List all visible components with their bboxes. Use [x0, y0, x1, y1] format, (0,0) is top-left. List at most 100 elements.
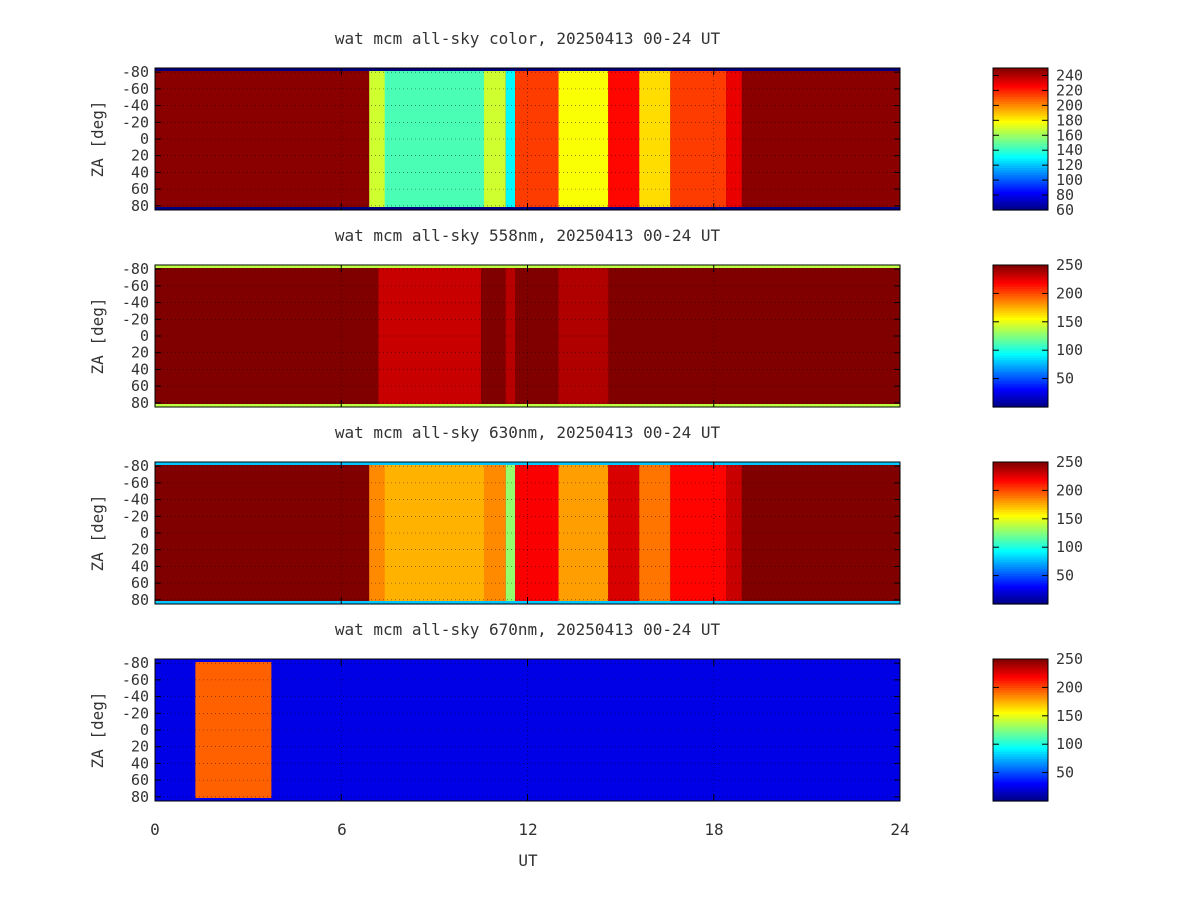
colorbar-segment [993, 362, 1048, 365]
colorbar-segment [993, 466, 1048, 470]
colorbar-segment [993, 286, 1048, 290]
colorbar-segment [993, 580, 1048, 584]
colorbar-segment [993, 682, 1048, 686]
colorbar-segment [993, 696, 1048, 700]
colorbar-segment [993, 380, 1048, 384]
colorbar-segment [993, 521, 1048, 525]
colorbar-segment [993, 559, 1048, 562]
colorbar-segment [993, 737, 1048, 741]
colorbar-segment [993, 77, 1048, 81]
colorbar-segment [993, 730, 1048, 733]
colorbar-segment [993, 207, 1048, 211]
colorbar-segment [993, 127, 1048, 131]
heatmap-cell [505, 268, 516, 404]
y-tick-label: -80 [122, 260, 149, 278]
colorbar-segment [993, 490, 1048, 494]
heatmap-cell [726, 465, 742, 601]
y-axis-label: ZA [deg] [88, 100, 107, 177]
colorbar-segment [993, 378, 1048, 382]
colorbar-tick-label: 160 [1056, 126, 1083, 144]
colorbar-segment [993, 601, 1048, 605]
colorbar-segment [993, 568, 1048, 572]
colorbar-segment [993, 139, 1048, 142]
colorbar-tick-label: 250 [1056, 453, 1083, 471]
colorbar-segment [993, 331, 1048, 335]
y-tick-label: 40 [131, 360, 149, 378]
y-tick-label: -60 [122, 671, 149, 689]
heatmap-cell [670, 465, 727, 601]
colorbar-segment [993, 141, 1048, 145]
colorbar-segment [993, 592, 1048, 596]
colorbar-segment [993, 371, 1048, 375]
colorbar-segment [993, 753, 1048, 757]
panel-title: wat mcm all-sky 558nm, 20250413 00-24 UT [335, 226, 721, 245]
colorbar-segment [993, 345, 1048, 349]
colorbar-segment [993, 779, 1048, 783]
y-axis-label: ZA [deg] [88, 297, 107, 374]
y-tick-label: 80 [131, 394, 149, 412]
colorbar-segment [993, 75, 1048, 79]
colorbar-segment [993, 298, 1048, 302]
x-tick-label: 6 [337, 820, 347, 839]
y-tick-label: -80 [122, 654, 149, 672]
colorbar-segment [993, 98, 1048, 102]
colorbar-segment [993, 131, 1048, 135]
colorbar-segment [993, 317, 1048, 321]
colorbar-segment [993, 599, 1048, 603]
colorbar-segment [993, 748, 1048, 752]
colorbar-segment [993, 110, 1048, 114]
colorbar-segment [993, 718, 1048, 722]
colorbar-segment [993, 499, 1048, 503]
colorbar-segment [993, 746, 1048, 750]
colorbar-segment [993, 364, 1048, 368]
y-tick-label: 40 [131, 163, 149, 181]
colorbar-segment [993, 485, 1048, 489]
colorbar-segment [993, 763, 1048, 767]
colorbar-segment [993, 326, 1048, 330]
colorbar-tick-label: 50 [1056, 370, 1074, 388]
y-tick-label: 0 [140, 721, 149, 739]
colorbar-segment [993, 585, 1048, 589]
colorbar-segment [993, 744, 1048, 748]
colorbar-segment [993, 516, 1048, 520]
colorbar-segment [993, 307, 1048, 311]
colorbar-segment [993, 103, 1048, 107]
colorbar-segment [993, 596, 1048, 600]
y-axis-label: ZA [deg] [88, 691, 107, 768]
colorbar-segment [993, 176, 1048, 180]
colorbar-tick-label: 100 [1056, 341, 1083, 359]
colorbar-segment [993, 153, 1048, 157]
colorbar-segment [993, 542, 1048, 546]
colorbar-segment [993, 68, 1048, 71]
colorbar-segment [993, 314, 1048, 318]
colorbar-segment [993, 476, 1048, 480]
y-tick-label: 60 [131, 771, 149, 789]
y-tick-label: -40 [122, 294, 149, 312]
colorbar-segment [993, 793, 1048, 797]
colorbar-segment [993, 483, 1048, 487]
colorbar-segment [993, 751, 1048, 755]
colorbar-segment [993, 357, 1048, 361]
colorbar-segment [993, 692, 1048, 696]
colorbar-segment [993, 551, 1048, 555]
colorbar-segment [993, 497, 1048, 501]
colorbar-segment [993, 312, 1048, 316]
colorbar-segment [993, 492, 1048, 496]
colorbar-segment [993, 706, 1048, 710]
colorbar-tick-label: 250 [1056, 256, 1083, 274]
colorbar-segment [993, 272, 1048, 276]
heatmap-panels: wat mcm all-sky color, 20250413 00-24 UT… [88, 29, 1083, 806]
colorbar-segment [993, 376, 1048, 380]
colorbar-segment [993, 105, 1048, 109]
colorbar-segment [993, 188, 1048, 192]
colorbar-segment [993, 504, 1048, 508]
colorbar-segment [993, 120, 1048, 124]
colorbar-segment [993, 549, 1048, 553]
heatmap-cell [515, 465, 559, 601]
colorbar-segment [993, 725, 1048, 729]
colorbar-segment [993, 115, 1048, 119]
colorbar-tick-label: 200 [1056, 481, 1083, 499]
colorbar-segment [993, 347, 1048, 351]
colorbar-segment [993, 336, 1048, 339]
